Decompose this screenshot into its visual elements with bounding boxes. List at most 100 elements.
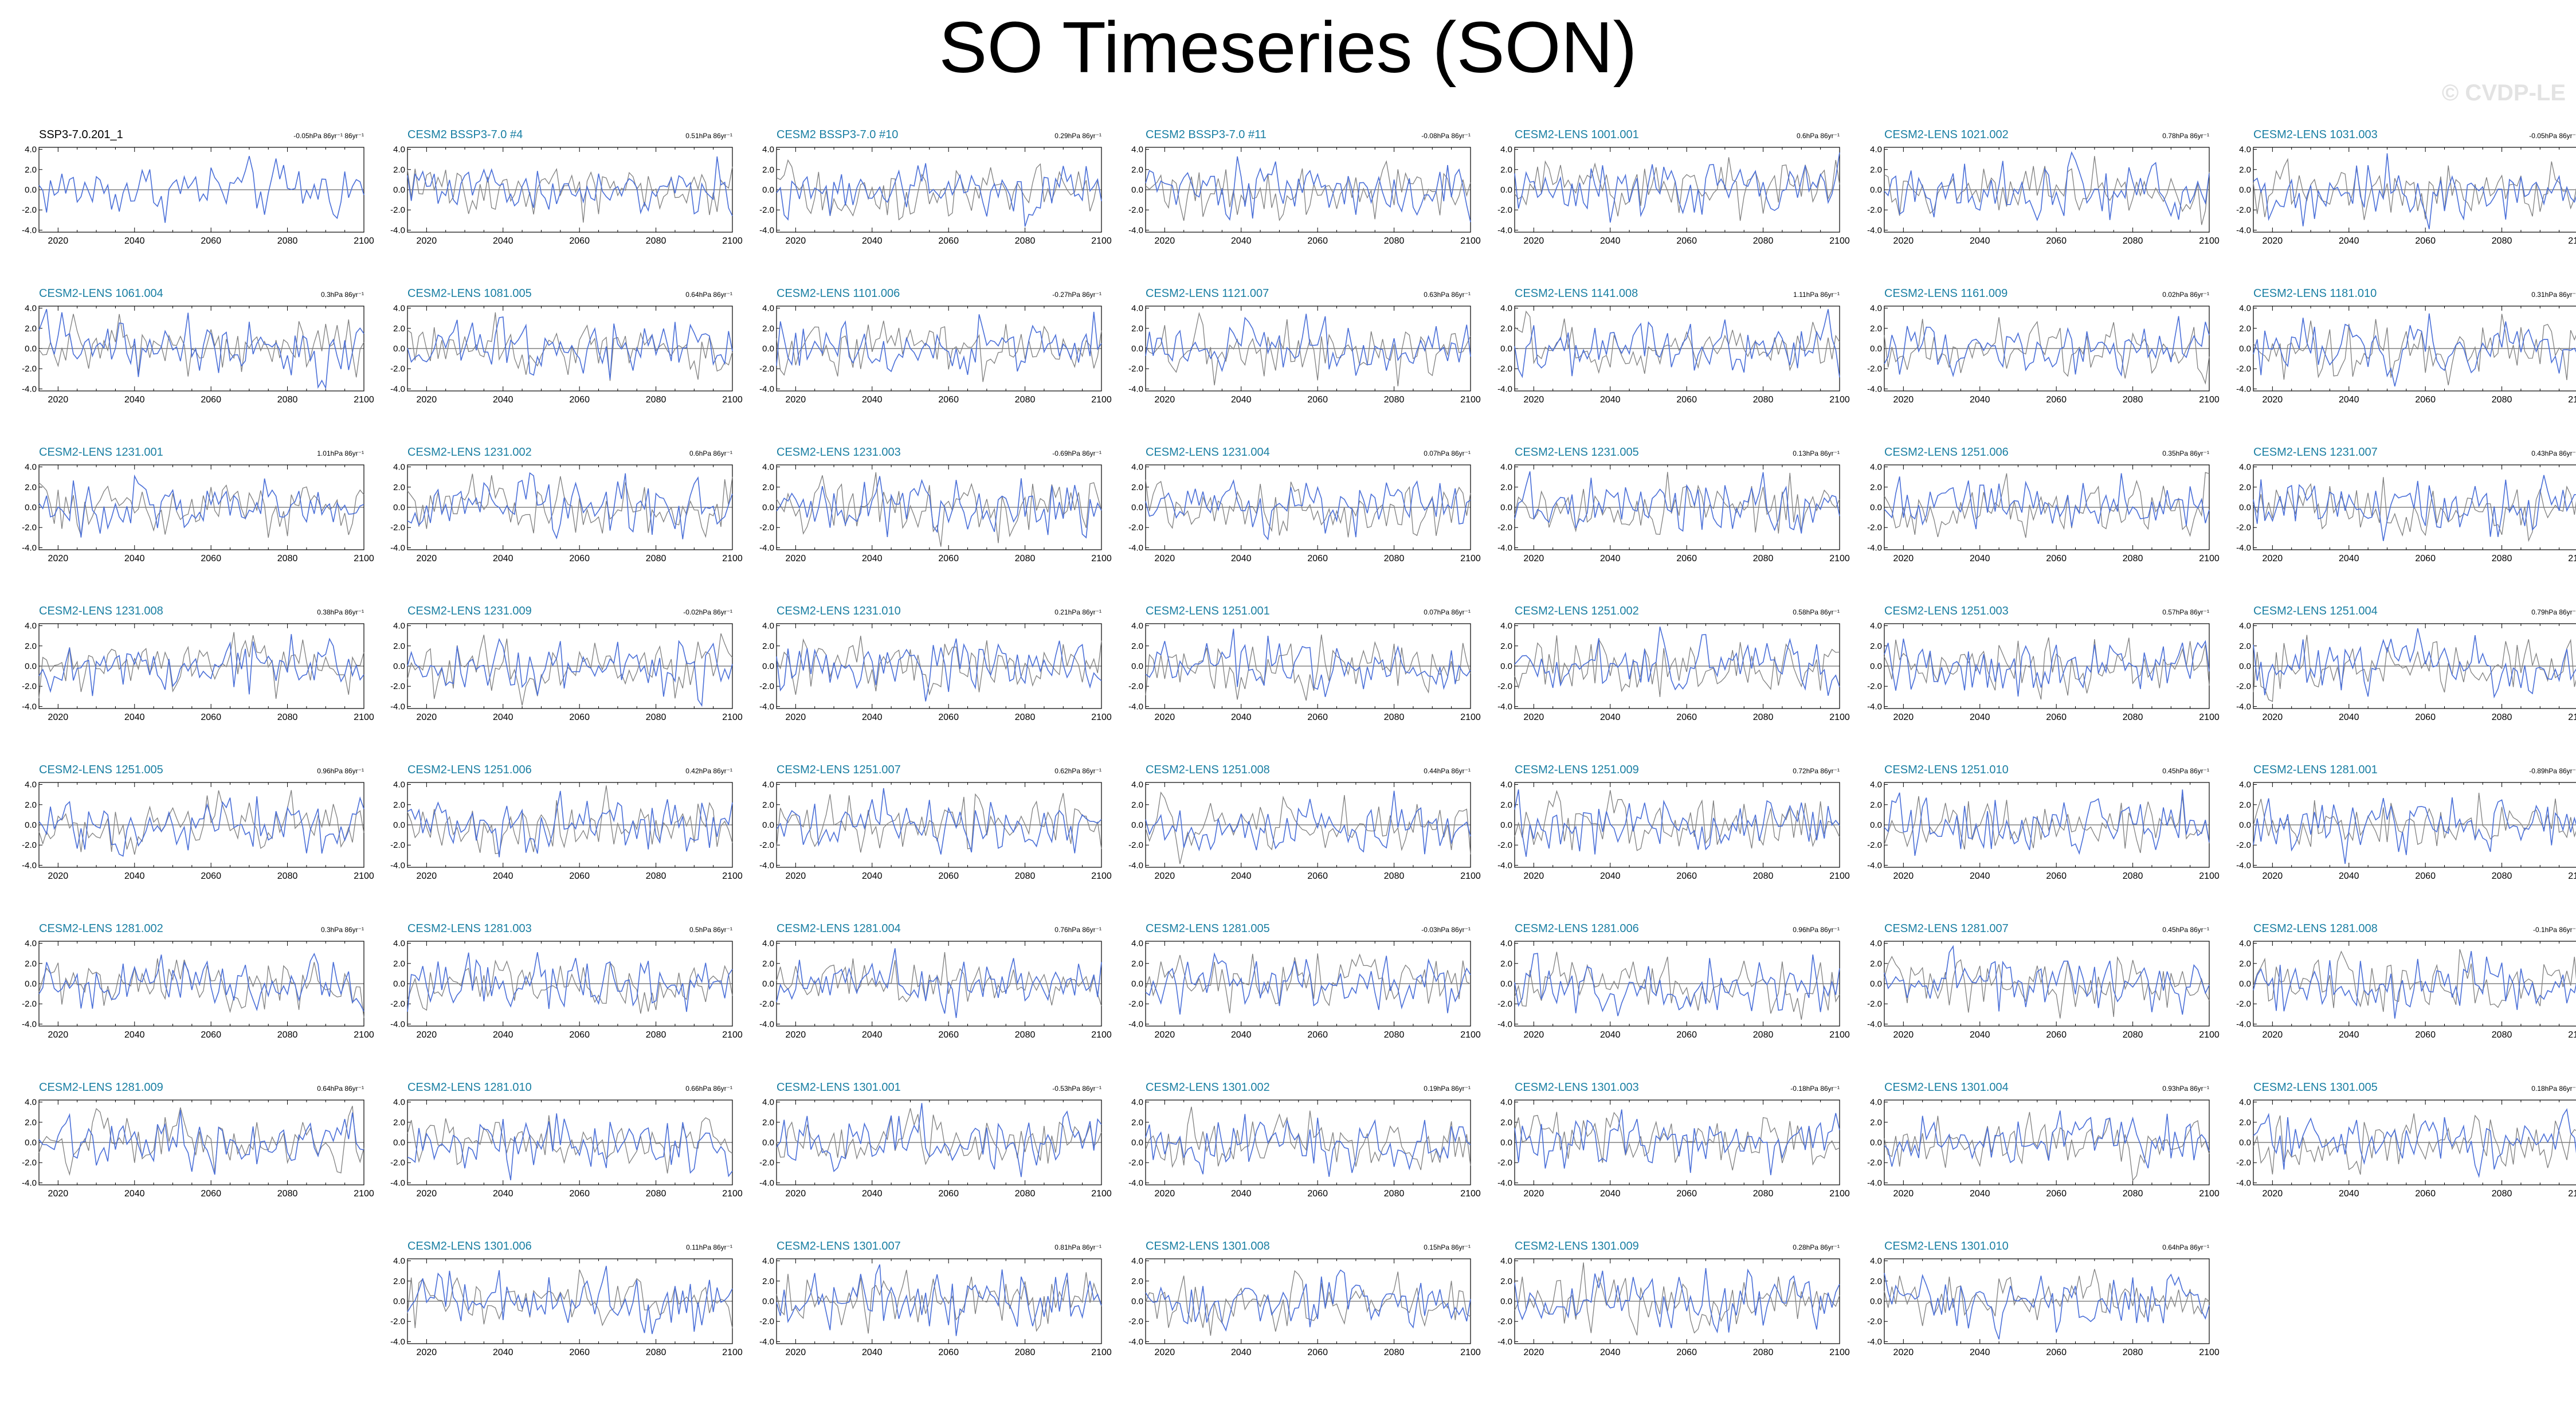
x-tick-label: 2080 [1384, 871, 1405, 881]
panel-title: CESM2-LENS 1251.005 [39, 764, 163, 776]
y-tick-label: 2.0 [1131, 324, 1143, 334]
y-tick-label: -4.0 [2236, 860, 2251, 870]
panel-trend-label: 0.07hPa 86yr⁻¹ [1424, 449, 1471, 457]
y-tick-label: -4.0 [1497, 702, 1512, 711]
x-tick-label: 2080 [2123, 713, 2143, 722]
y-tick-label: -2.0 [1128, 1317, 1143, 1326]
x-tick-label: 2100 [722, 1189, 743, 1199]
timeseries-panel: CESM2-LENS 1281.009 0.64hPa 86yr⁻¹ 4.0 2.0 0… [22, 1081, 374, 1199]
panel-trend-label: -0.1hPa 86yr⁻¹ [2533, 926, 2576, 934]
y-tick-label: 0.0 [393, 1138, 405, 1148]
timeseries-panel: CESM2-LENS 1281.002 0.3hPa 86yr⁻¹ 4.0 2.0 0.… [22, 922, 374, 1040]
y-tick-label: -2.0 [759, 840, 774, 850]
panel-title: CESM2-LENS 1251.009 [1515, 764, 1639, 776]
timeseries-panel: CESM2-LENS 1301.007 0.81hPa 86yr⁻¹ 4.0 2.0 0… [759, 1240, 1112, 1357]
x-tick-label: 2080 [277, 871, 298, 881]
y-tick-label: -4.0 [390, 1178, 405, 1188]
y-tick-label: -4.0 [1867, 543, 1882, 553]
y-tick-label: 0.0 [25, 662, 37, 671]
panel-trend-label: -0.08hPa 86yr⁻¹ [1421, 132, 1471, 140]
panel-trend-label: -0.03hPa 86yr⁻¹ [1421, 926, 1471, 934]
panel-title: CESM2-LENS 1281.001 [2253, 764, 2378, 776]
x-tick-label: 2020 [2263, 713, 2283, 722]
y-tick-label: -4.0 [759, 225, 774, 235]
y-tick-label: -4.0 [1128, 384, 1143, 394]
x-tick-label: 2020 [48, 554, 69, 563]
y-tick-label: -4.0 [1128, 860, 1143, 870]
y-tick-label: -4.0 [22, 384, 37, 394]
x-tick-label: 2100 [1829, 236, 1850, 246]
timeseries-panel: CESM2-LENS 1281.008 -0.1hPa 86yr⁻¹ 4.0 2.0 0… [2236, 922, 2576, 1040]
x-tick-label: 2020 [417, 554, 437, 563]
y-tick-label: 4.0 [25, 463, 37, 472]
x-tick-label: 2060 [938, 236, 959, 246]
x-tick-label: 2040 [124, 236, 145, 246]
panel-title: CESM2-LENS 1281.009 [39, 1081, 163, 1094]
x-tick-label: 2060 [2415, 395, 2436, 405]
reference-series-line [38, 958, 364, 1018]
x-tick-label: 2040 [862, 1348, 883, 1357]
x-tick-label: 2100 [1460, 713, 1481, 722]
x-tick-label: 2020 [1893, 1189, 1914, 1199]
y-tick-label: -2.0 [1867, 523, 1882, 533]
member-series-line [776, 1264, 1102, 1336]
y-tick-label: 2.0 [1131, 165, 1143, 175]
timeseries-panel: CESM2-LENS 1101.006 -0.27hPa 86yr⁻¹ 4.0 2.0… [759, 287, 1112, 405]
panel-trend-label: 0.31hPa 86yr⁻¹ [2531, 291, 2576, 299]
y-tick-label: 2.0 [1870, 800, 1882, 810]
y-tick-label: 0.0 [2239, 344, 2251, 354]
y-tick-label: 2.0 [1500, 483, 1512, 492]
x-tick-label: 2080 [2492, 1030, 2512, 1040]
y-tick-label: -4.0 [1867, 1178, 1882, 1188]
x-tick-label: 2020 [48, 871, 69, 881]
reference-series-line [1514, 1111, 1840, 1171]
y-tick-label: -2.0 [1497, 999, 1512, 1009]
x-tick-label: 2020 [417, 395, 437, 405]
panel-trend-label: 0.38hPa 86yr⁻¹ [317, 608, 364, 616]
member-series-line [38, 474, 364, 538]
reference-series-line [776, 1270, 1102, 1334]
member-series-line [2253, 1108, 2576, 1179]
y-tick-label: -4.0 [759, 702, 774, 711]
panel-trend-label: 0.57hPa 86yr⁻¹ [2162, 608, 2209, 616]
y-tick-label: 0.0 [762, 979, 774, 989]
panel-title: CESM2-LENS 1281.002 [39, 922, 163, 935]
x-tick-label: 2080 [1015, 236, 1036, 246]
y-tick-label: 4.0 [1870, 145, 1882, 155]
y-tick-label: 2.0 [393, 1277, 405, 1286]
x-tick-label: 2060 [938, 395, 959, 405]
y-tick-label: -4.0 [390, 860, 405, 870]
reference-series-line [407, 166, 733, 223]
reference-series-line [776, 320, 1102, 382]
panel-title: CESM2-LENS 1231.010 [777, 605, 901, 617]
y-tick-label: 2.0 [1500, 641, 1512, 651]
panel-trend-label: 0.6hPa 86yr⁻¹ [689, 449, 732, 457]
y-tick-label: 4.0 [393, 304, 405, 314]
y-tick-label: -2.0 [2236, 523, 2251, 533]
member-series-line [776, 788, 1102, 855]
member-series-line [776, 1103, 1102, 1177]
x-tick-label: 2020 [1893, 1348, 1914, 1357]
y-tick-label: -2.0 [390, 205, 405, 215]
y-tick-label: 0.0 [25, 1138, 37, 1148]
x-tick-label: 2060 [2046, 395, 2067, 405]
x-tick-label: 2040 [1600, 236, 1621, 246]
x-tick-label: 2020 [417, 1030, 437, 1040]
y-tick-label: -2.0 [2236, 840, 2251, 850]
x-tick-label: 2040 [124, 395, 145, 405]
y-tick-label: 4.0 [25, 1098, 37, 1107]
y-tick-label: 2.0 [762, 1118, 774, 1128]
timeseries-panel: CESM2-LENS 1301.006 0.11hPa 86yr⁻¹ 4.0 2.0 0… [390, 1240, 743, 1357]
y-tick-label: 2.0 [2239, 483, 2251, 492]
member-series-line [1145, 479, 1471, 541]
x-tick-label: 2020 [786, 1189, 806, 1199]
x-tick-label: 2040 [1970, 1030, 1990, 1040]
y-tick-label: 4.0 [2239, 145, 2251, 155]
y-tick-label: 4.0 [2239, 621, 2251, 631]
panel-title: CESM2-LENS 1001.001 [1515, 128, 1639, 141]
x-tick-label: 2020 [786, 1348, 806, 1357]
reference-series-line [38, 632, 364, 699]
x-tick-label: 2060 [201, 554, 221, 563]
x-tick-label: 2020 [2263, 871, 2283, 881]
